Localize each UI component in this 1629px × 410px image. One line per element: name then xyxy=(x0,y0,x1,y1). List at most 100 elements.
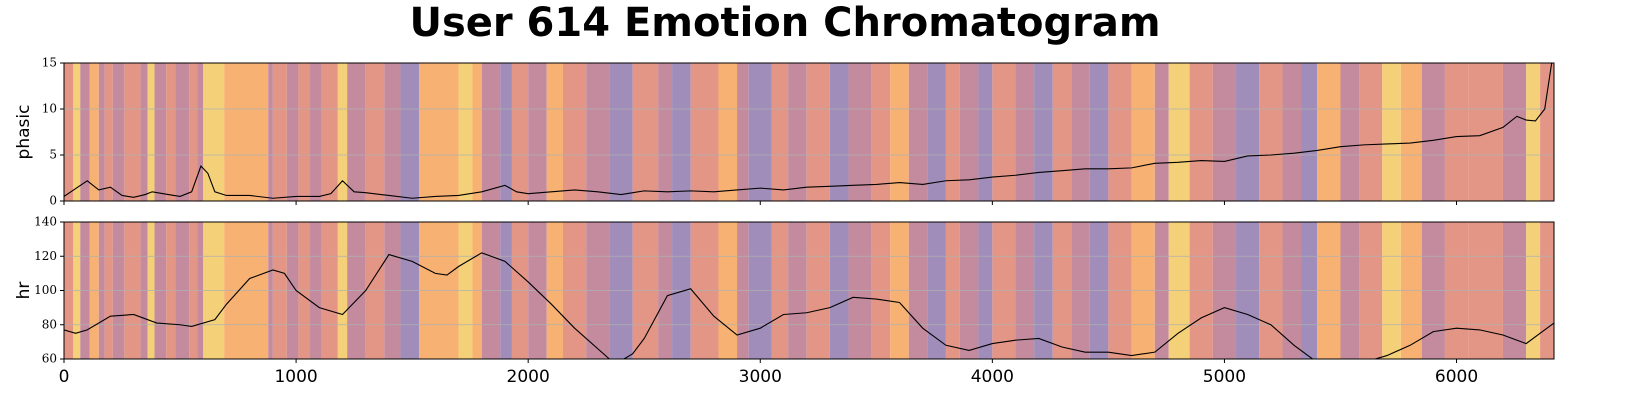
emotion-band xyxy=(472,63,482,201)
emotion-band xyxy=(1052,63,1072,201)
emotion-band xyxy=(272,63,287,201)
emotion-band xyxy=(124,63,141,201)
emotion-band xyxy=(992,63,1016,201)
emotion-band xyxy=(1168,63,1190,201)
y-axis-label: hr xyxy=(14,282,34,300)
emotion-band xyxy=(871,63,891,201)
emotion-band xyxy=(586,63,610,201)
emotion-band xyxy=(1359,63,1383,201)
emotion-band xyxy=(197,63,204,201)
emotion-band xyxy=(1131,63,1155,201)
plot-area xyxy=(64,222,1554,359)
data-line xyxy=(64,63,1553,199)
emotion-band xyxy=(1301,63,1318,201)
emotion-band xyxy=(365,63,385,201)
emotion-band xyxy=(978,63,993,201)
emotion-band xyxy=(609,63,633,201)
emotion-band xyxy=(147,63,155,201)
emotion-band xyxy=(98,63,105,201)
emotion-band xyxy=(1540,63,1554,201)
emotion-band xyxy=(632,63,659,201)
emotion-band xyxy=(419,63,459,201)
x-tick-label: 4000 xyxy=(971,367,1014,387)
emotion-band xyxy=(1400,63,1422,201)
emotion-band xyxy=(347,63,366,201)
emotion-band xyxy=(1189,63,1213,201)
emotion-band xyxy=(511,63,529,201)
emotion-band xyxy=(927,63,946,201)
axes-frame xyxy=(63,62,1555,202)
emotion-band xyxy=(1340,63,1360,201)
emotion-band xyxy=(224,63,269,201)
emotion-band xyxy=(1317,63,1341,201)
emotion-band xyxy=(140,63,148,201)
emotion-band xyxy=(89,63,99,201)
emotion-band xyxy=(748,63,772,201)
emotion-band xyxy=(1212,63,1237,201)
emotion-band xyxy=(528,63,547,201)
plot-area xyxy=(64,63,1554,201)
emotion-band xyxy=(890,63,909,201)
emotion-band xyxy=(175,63,190,201)
y-tick-label: 140 xyxy=(34,215,57,229)
emotion-band xyxy=(690,63,719,201)
emotion-band xyxy=(400,63,420,201)
emotion-band xyxy=(546,63,563,201)
emotion-band xyxy=(1444,63,1469,201)
emotion-band xyxy=(337,63,348,201)
emotion-band xyxy=(562,63,587,201)
emotion-band xyxy=(112,63,125,201)
x-tick-label: 5000 xyxy=(1203,367,1246,387)
emotion-band xyxy=(1089,63,1109,201)
emotion-band xyxy=(829,63,849,201)
emotion-band xyxy=(481,63,501,201)
emotion-band xyxy=(1259,63,1283,201)
emotion-band xyxy=(771,63,789,201)
x-tick-label: 2000 xyxy=(507,367,550,387)
emotion-band xyxy=(1071,63,1090,201)
emotion-band xyxy=(1468,63,1503,201)
emotion-band xyxy=(672,63,691,201)
emotion-band xyxy=(1382,63,1401,201)
emotion-band xyxy=(959,63,979,201)
emotion-band xyxy=(203,63,225,201)
y-tick-label: 80 xyxy=(42,317,57,331)
emotion-band xyxy=(166,63,176,201)
y-tick-label: 15 xyxy=(42,56,57,70)
y-tick-label: 10 xyxy=(42,102,57,116)
y-tick-label: 0 xyxy=(49,194,57,208)
emotion-band xyxy=(189,63,198,201)
emotion-band xyxy=(1015,63,1035,201)
emotion-band xyxy=(80,63,90,201)
emotion-band xyxy=(737,63,749,201)
emotion-band xyxy=(1421,63,1445,201)
emotion-band xyxy=(1034,63,1053,201)
emotion-band xyxy=(286,63,299,201)
emotion-band xyxy=(1108,63,1132,201)
emotion-band xyxy=(1236,63,1260,201)
emotion-band xyxy=(658,63,673,201)
y-tick-label: 5 xyxy=(49,148,57,162)
emotion-band xyxy=(298,63,311,201)
emotion-band xyxy=(154,63,167,201)
x-tick-label: 1000 xyxy=(274,367,317,387)
emotion-band xyxy=(104,63,113,201)
emotion-band xyxy=(806,63,830,201)
y-axis-label: phasic xyxy=(14,105,34,160)
emotion-band xyxy=(788,63,807,201)
y-tick-label: 60 xyxy=(42,352,57,366)
emotion-band xyxy=(310,63,322,201)
x-tick-label: 0 xyxy=(59,367,70,387)
emotion-band xyxy=(268,63,273,201)
y-tick-label: 120 xyxy=(34,249,57,263)
emotion-band xyxy=(458,63,473,201)
emotion-band xyxy=(1502,63,1527,201)
emotion-band xyxy=(500,63,512,201)
emotion-band xyxy=(945,63,960,201)
y-tick-label: 100 xyxy=(34,283,57,297)
emotion-band xyxy=(718,63,738,201)
x-tick-label: 6000 xyxy=(1435,367,1478,387)
emotion-band xyxy=(73,63,81,201)
data-line xyxy=(64,252,1554,359)
